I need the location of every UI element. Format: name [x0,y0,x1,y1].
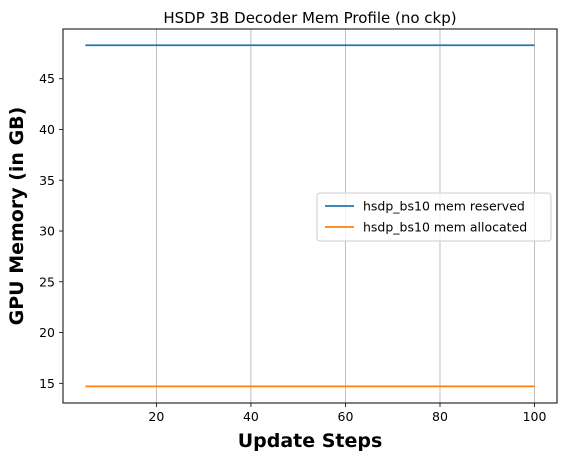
y-tick-label: 40 [39,122,55,137]
y-tick-label: 45 [39,71,55,86]
x-axis-label: Update Steps [238,430,383,452]
x-axis: 20 40 60 80 100 [148,403,547,424]
y-tick-label: 15 [39,376,55,391]
x-tick-label: 20 [148,409,164,424]
y-axis-label: GPU Memory (in GB) [6,107,28,326]
y-tick-label: 20 [39,325,55,340]
y-tick-label: 35 [39,173,55,188]
x-tick-label: 60 [338,409,354,424]
x-tick-label: 100 [523,409,547,424]
y-axis: 15 20 25 30 35 40 45 [39,71,63,391]
x-tick-label: 40 [243,409,259,424]
legend-box [316,192,552,242]
y-tick-label: 30 [39,224,55,239]
y-tick-label: 25 [39,274,55,289]
plot-area: 20 40 60 80 100 15 20 25 30 35 40 45 [39,28,558,424]
legend-label-reserved: hsdp_bs10 mem reserved [363,199,525,214]
chart-title: HSDP 3B Decoder Mem Profile (no ckp) [163,9,456,27]
legend-label-allocated: hsdp_bs10 mem allocated [363,220,527,235]
plot-frame [62,28,558,404]
legend: hsdp_bs10 mem reserved hsdp_bs10 mem all… [316,192,552,242]
series-layer [85,44,535,388]
x-tick-label: 80 [432,409,448,424]
